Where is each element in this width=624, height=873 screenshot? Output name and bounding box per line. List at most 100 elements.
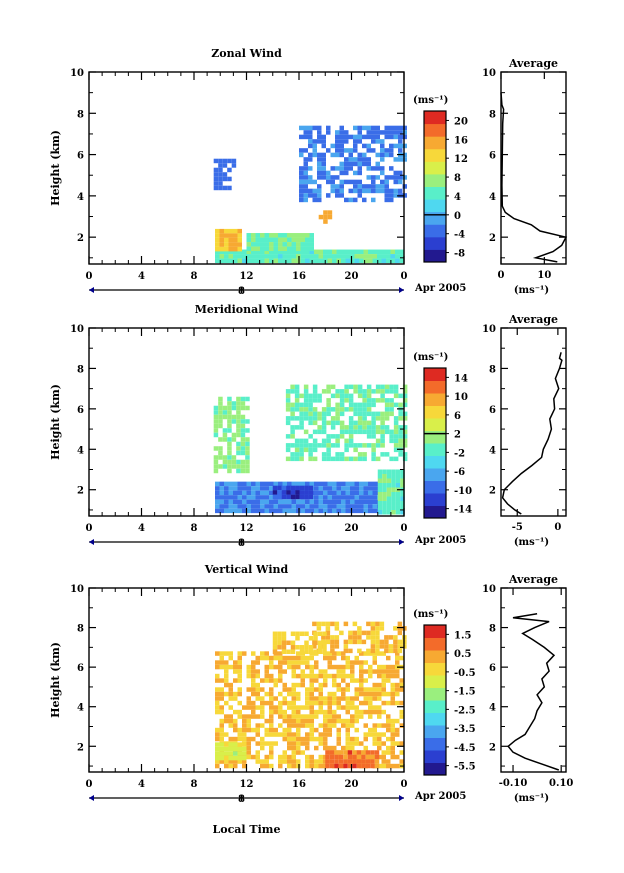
heat-cell [300,682,305,688]
heat-cell [389,429,394,435]
heat-cell [372,258,377,264]
heat-cell [381,700,386,706]
heat-cell [294,393,300,399]
heat-cell [219,660,224,665]
x-tick-label: 0 [86,523,93,534]
heat-cell [304,494,309,500]
heat-cell [277,645,282,650]
heat-cell [233,242,238,247]
heat-cell [242,742,247,747]
heat-cell [402,452,408,457]
heat-cell [251,660,256,665]
heat-cell [397,626,403,631]
heat-cell [309,237,314,243]
y-tick-label: 6 [489,663,496,674]
heat-cell [305,254,310,259]
date-axis-arrow-left [89,287,94,293]
heat-cell [332,486,337,491]
heat-cell [308,636,314,641]
heat-cell [359,714,364,719]
heat-cell [379,644,385,649]
heat-cell [395,258,400,264]
heat-cell [300,481,305,487]
heat-cell [294,407,300,412]
heat-cell [380,443,385,448]
heat-cell [299,148,304,153]
heat-cell [386,727,391,733]
heat-cell [233,490,238,496]
heat-cell [308,649,314,655]
heat-cell [380,184,385,189]
heat-cell [377,673,382,679]
heat-cell [255,741,260,746]
heat-cell [287,714,292,719]
heat-cell [354,714,359,719]
heat-cell [393,438,399,444]
heat-cell [361,759,366,764]
heat-cell [285,434,291,439]
heat-cell [359,709,364,715]
heat-cell [269,691,274,697]
heat-cell [237,490,242,496]
heat-cell [285,389,291,394]
heat-cell [213,455,219,460]
heat-cell [224,242,229,247]
heat-cell [227,167,232,173]
colorbar-tick-label: 1.5 [454,630,471,641]
heat-cell [348,134,353,140]
heat-cell [326,402,331,408]
heat-cell [345,673,350,679]
heat-cell [363,499,368,505]
heat-cell [398,139,403,144]
heat-cell [363,651,368,656]
heat-cell [260,242,265,247]
y-tick-label: 6 [489,405,496,416]
heat-cell [219,718,224,724]
x-tick-label: 0 [401,271,408,282]
heat-cell [269,499,274,505]
x-tick-label: 0 [401,779,408,790]
heat-cell [386,759,391,764]
heat-cell [255,481,260,487]
heat-cell [339,148,344,153]
colorbar-swatch [424,675,446,688]
heat-cell [296,504,301,509]
heat-cell [260,651,265,656]
heat-cell [330,420,336,426]
average-frame [500,71,567,265]
heat-cell [291,237,296,243]
heat-cell [362,157,367,162]
heat-cell [377,496,383,502]
heat-cell [260,687,265,692]
heat-cell [402,125,407,131]
heat-cell [322,640,327,646]
heat-cell [390,687,395,692]
heat-cell [264,237,269,243]
heat-cell [215,696,220,701]
heat-cell [308,416,313,421]
heat-cell [285,416,291,421]
heat-cell [341,495,346,500]
heat-cell [330,639,335,645]
heat-cell [381,669,386,674]
heat-cell [218,419,223,424]
heat-cell [339,139,344,144]
heat-cell [224,742,229,747]
heat-cell [386,750,391,755]
heat-cell [282,718,287,724]
heat-cell [309,508,314,514]
heat-cell [356,750,362,755]
heat-cell [400,478,405,484]
heat-cell [228,687,233,692]
heat-cell [303,179,308,185]
heat-cell [395,660,400,665]
heat-cell [213,176,219,182]
heat-cell [231,401,237,406]
heat-cell [384,398,390,403]
y-axis-label: Height (km) [49,642,62,718]
heat-cell [255,490,260,496]
heat-cell [303,389,309,394]
heat-cell [219,508,224,514]
heat-cell [273,678,278,683]
heat-cell [215,249,220,255]
